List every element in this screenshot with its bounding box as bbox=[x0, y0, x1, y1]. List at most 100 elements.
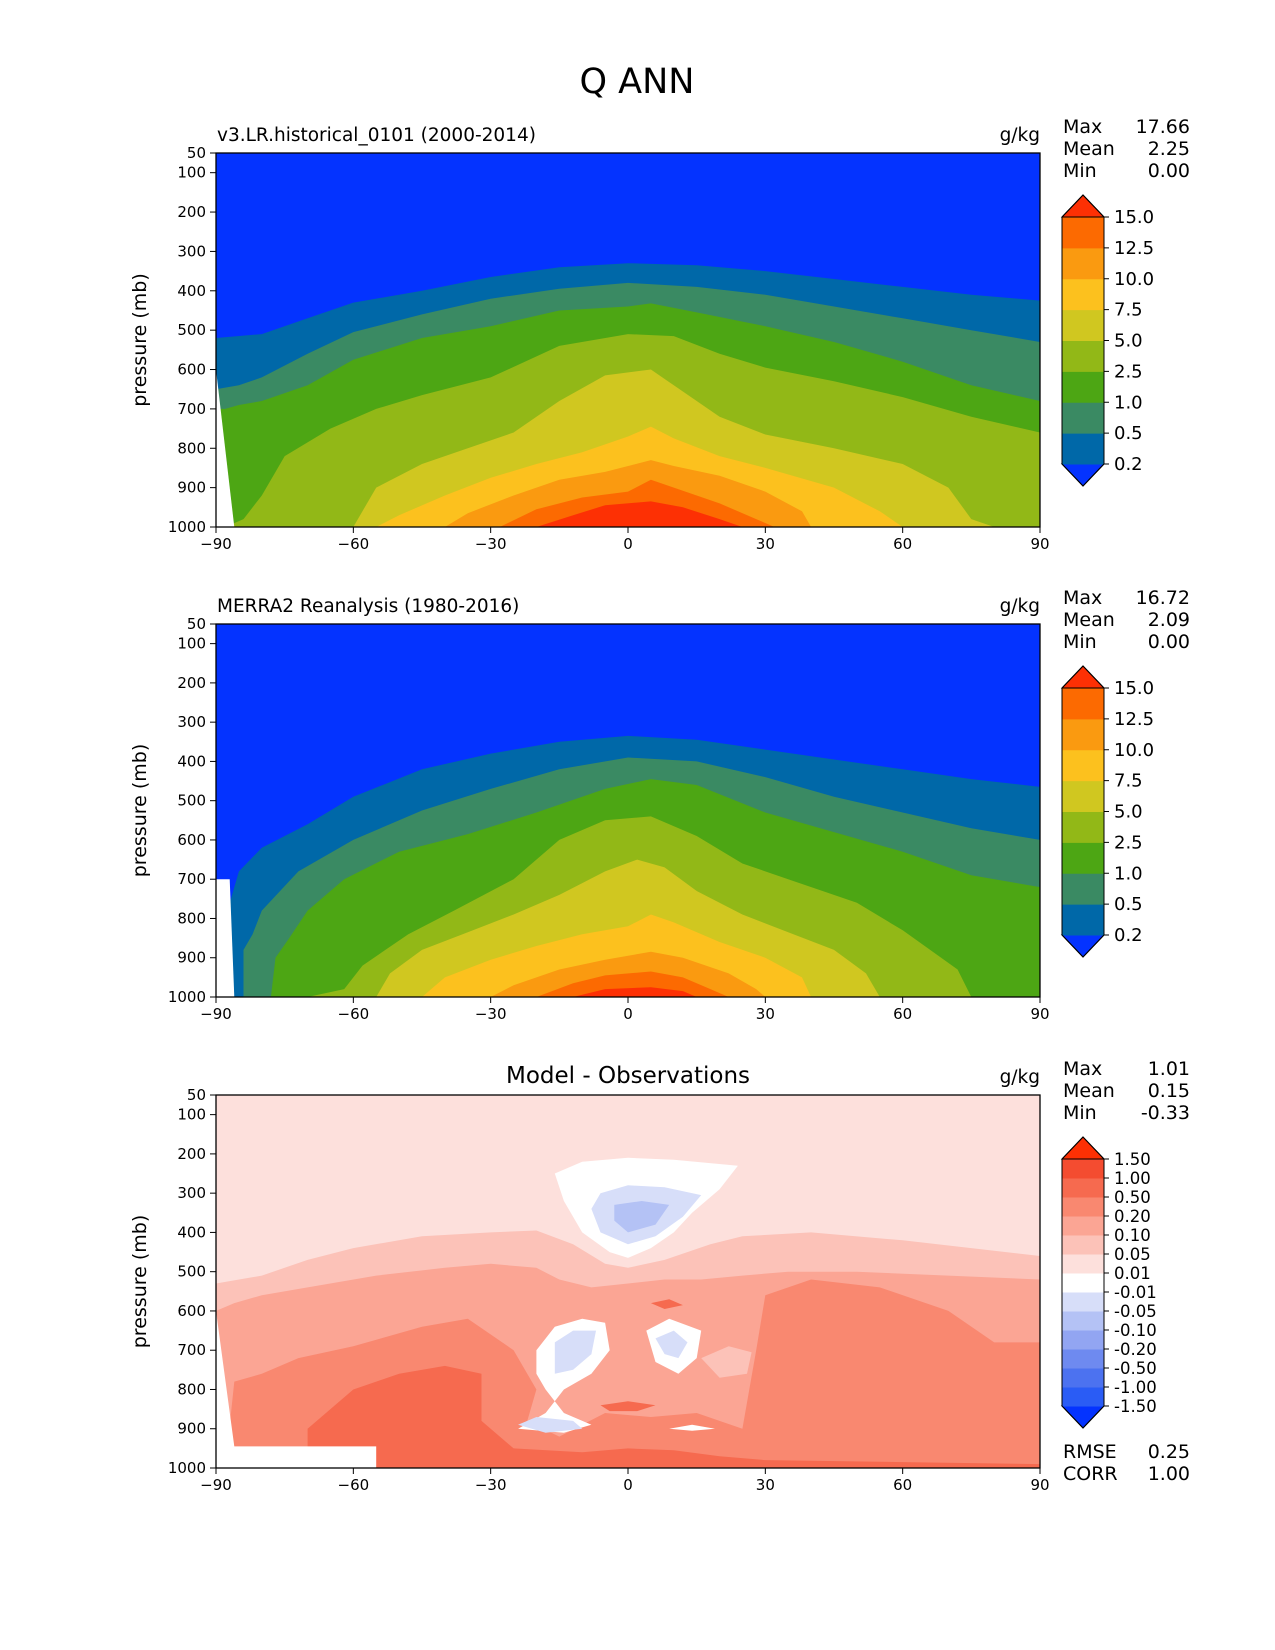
stat-label: Mean bbox=[1063, 609, 1115, 631]
colorbar-label: 10.0 bbox=[1114, 269, 1154, 290]
stat-label: CORR bbox=[1063, 1463, 1118, 1485]
colorbar-label: -0.50 bbox=[1114, 1359, 1157, 1378]
stat-value: 0.25 bbox=[1148, 1441, 1190, 1463]
stat-label: RMSE bbox=[1063, 1441, 1117, 1463]
colorbar-box bbox=[1062, 873, 1104, 905]
colorbar-label: 0.10 bbox=[1114, 1226, 1151, 1245]
colorbar-label: 0.5 bbox=[1114, 894, 1143, 915]
colorbar-box bbox=[1062, 780, 1104, 812]
colorbar-extend-low bbox=[1060, 463, 1106, 487]
contour-region--0.10 bbox=[614, 1201, 670, 1233]
colorbar-box bbox=[1062, 1311, 1104, 1331]
colorbar: 0.2 0.5 1.0 2.5 5.0 7.5 10.0 12.5 15.0 bbox=[1060, 665, 1154, 958]
x-tick-label: −90 bbox=[200, 1005, 232, 1023]
stat-value: 1.01 bbox=[1148, 1058, 1190, 1080]
panel-title: Model - Observations bbox=[506, 1063, 750, 1089]
stat-value: 2.09 bbox=[1148, 609, 1190, 631]
x-tick-label: −30 bbox=[475, 535, 507, 553]
y-tick-label: 500 bbox=[177, 321, 206, 339]
colorbar-label: -0.10 bbox=[1114, 1321, 1157, 1340]
missing-data-mask bbox=[216, 1310, 377, 1468]
colorbar-box bbox=[1062, 247, 1104, 280]
x-tick-label: 60 bbox=[893, 535, 912, 553]
missing-data-mask bbox=[216, 879, 235, 997]
colorbar-label: -0.20 bbox=[1114, 1340, 1157, 1359]
colorbar-label: 0.01 bbox=[1114, 1264, 1151, 1283]
y-tick-label: 900 bbox=[177, 949, 206, 967]
y-axis-label: pressure (mb) bbox=[129, 744, 151, 878]
stat-value: 2.25 bbox=[1148, 138, 1190, 160]
stat-value: 16.72 bbox=[1136, 587, 1190, 609]
colorbar-box bbox=[1062, 1178, 1104, 1198]
colorbar: 0.2 0.5 1.0 2.5 5.0 7.5 10.0 12.5 15.0 bbox=[1060, 194, 1154, 487]
colorbar-box bbox=[1062, 718, 1104, 751]
stat-label: Max bbox=[1063, 587, 1102, 609]
x-tick-label: −90 bbox=[200, 535, 232, 553]
contour-region--0.01 bbox=[669, 1424, 715, 1431]
stat-value: 0.00 bbox=[1148, 631, 1190, 653]
colorbar-label: 5.0 bbox=[1114, 331, 1143, 352]
colorbar-extend-low bbox=[1060, 934, 1106, 958]
contour-region-0.50 bbox=[600, 1401, 656, 1412]
y-tick-label: 700 bbox=[177, 400, 206, 418]
x-tick-label: −60 bbox=[338, 535, 370, 553]
contour-band-15.0 bbox=[536, 501, 1040, 527]
colorbar-box bbox=[1062, 811, 1104, 843]
y-tick-label: 300 bbox=[177, 242, 206, 260]
stat-label: Max bbox=[1063, 1058, 1102, 1080]
stat-label: Min bbox=[1063, 631, 1097, 653]
missing-data-mask bbox=[216, 369, 235, 527]
y-tick-label: 600 bbox=[177, 361, 206, 379]
colorbar-label: 0.2 bbox=[1114, 454, 1143, 475]
y-axis-label: pressure (mb) bbox=[129, 1215, 151, 1349]
colorbar-label: 2.5 bbox=[1114, 832, 1143, 853]
colorbar-label: 1.0 bbox=[1114, 392, 1143, 413]
colorbar-box bbox=[1062, 1292, 1104, 1312]
y-tick-label: 400 bbox=[177, 1223, 206, 1241]
contour-region--0.05 bbox=[655, 1330, 688, 1359]
stat-label: Min bbox=[1063, 160, 1097, 182]
colorbar-extend-low bbox=[1060, 1405, 1106, 1429]
contour-band-15.0 bbox=[573, 987, 1040, 997]
y-tick-label: 300 bbox=[177, 1184, 206, 1202]
x-tick-label: 0 bbox=[623, 1476, 633, 1494]
contour-field bbox=[216, 1095, 1040, 1468]
stat-value: 1.00 bbox=[1148, 1463, 1190, 1485]
units-label: g/kg bbox=[1000, 1067, 1040, 1088]
colorbar-box bbox=[1062, 749, 1104, 782]
y-tick-label: 300 bbox=[177, 713, 206, 731]
y-tick-label: 400 bbox=[177, 752, 206, 770]
y-tick-label: 500 bbox=[177, 1263, 206, 1281]
x-tick-label: −60 bbox=[338, 1005, 370, 1023]
colorbar-extend-high bbox=[1060, 1136, 1106, 1160]
y-tick-label: 700 bbox=[177, 1341, 206, 1359]
units-label: g/kg bbox=[1000, 596, 1040, 617]
figure-title: Q ANN bbox=[580, 62, 695, 102]
x-tick-label: −60 bbox=[338, 1476, 370, 1494]
colorbar-box bbox=[1062, 1235, 1104, 1255]
colorbar-label: 15.0 bbox=[1114, 207, 1154, 228]
x-tick-label: 30 bbox=[756, 535, 775, 553]
panel-title: v3.LR.historical_0101 (2000-2014) bbox=[217, 125, 536, 146]
colorbar-label: -0.05 bbox=[1114, 1302, 1157, 1321]
colorbar: -1.50-1.00-0.50-0.20-0.10-0.05-0.010.010… bbox=[1060, 1136, 1157, 1429]
colorbar-label: 0.5 bbox=[1114, 423, 1143, 444]
x-tick-label: 60 bbox=[893, 1476, 912, 1494]
colorbar-extend-high bbox=[1060, 194, 1106, 218]
x-tick-label: −30 bbox=[475, 1476, 507, 1494]
contour-band-0.50 bbox=[307, 1365, 1040, 1468]
y-axis-label: pressure (mb) bbox=[129, 273, 151, 407]
panels: −90 −60 −30 0 30 60 90501002003004005006007008… bbox=[129, 116, 1190, 1494]
colorbar-label: 12.5 bbox=[1114, 238, 1154, 259]
colorbar-box bbox=[1062, 1349, 1104, 1369]
colorbar-label: 0.50 bbox=[1114, 1188, 1151, 1207]
colorbar-label: 1.0 bbox=[1114, 863, 1143, 884]
x-tick-label: 90 bbox=[1030, 535, 1049, 553]
colorbar-box bbox=[1062, 278, 1104, 311]
colorbar-box bbox=[1062, 371, 1104, 403]
panel-2: −90 −60 −30 0 30 60 90 50 100 200 300 400 500 600 700 8… bbox=[129, 587, 1190, 1023]
x-tick-label: 30 bbox=[756, 1476, 775, 1494]
colorbar-label: -1.00 bbox=[1114, 1378, 1157, 1397]
colorbar-box bbox=[1062, 309, 1104, 341]
